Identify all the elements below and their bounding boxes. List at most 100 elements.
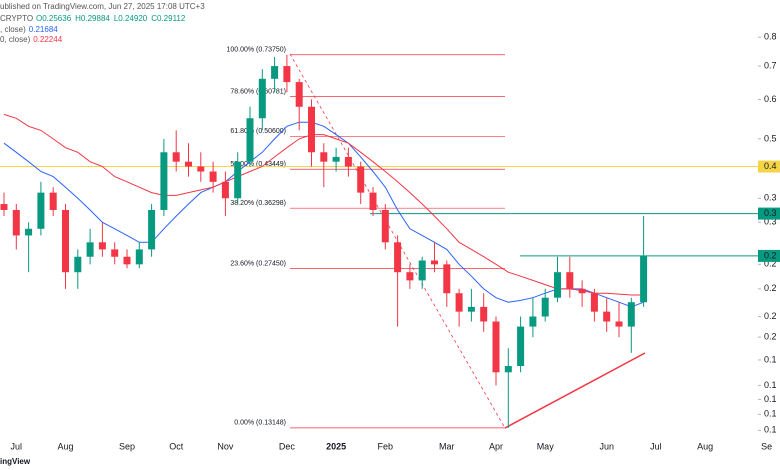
candle-body (74, 256, 82, 273)
price-label-box (758, 160, 780, 173)
y-tick-label: 0.2 (764, 259, 777, 269)
candle-body (258, 78, 266, 119)
x-tick-label: Jul (11, 441, 23, 451)
y-tick-label: 0.1 (764, 380, 777, 390)
candle-body (271, 66, 279, 79)
legend-value: 0.22244 (33, 35, 62, 44)
candle-body (344, 156, 352, 167)
candle-body (394, 242, 402, 273)
candle-body (381, 209, 389, 243)
y-tick-label: 0.3 (764, 193, 777, 203)
candle-body (578, 288, 586, 294)
x-tick-label: Oct (169, 441, 184, 451)
candle-body (467, 306, 475, 312)
price-label: 0.2 (764, 250, 777, 260)
ohlc-value: O0.25636 (36, 14, 72, 23)
candle-body (123, 256, 131, 265)
y-tick-label: 0.6 (764, 94, 777, 104)
candle-body (603, 311, 611, 322)
candle-body (566, 272, 574, 289)
candle-body (492, 321, 500, 373)
moving-average (3, 121, 644, 308)
symbol: CRYPTO (0, 14, 33, 23)
candle-body (86, 242, 94, 257)
ohlc-value: L0.24920 (114, 14, 148, 23)
y-tick-label: 0.2 (764, 332, 777, 342)
candle-body (406, 272, 414, 281)
candle-body (185, 161, 192, 167)
candle-body (529, 316, 537, 327)
candle-body (160, 152, 168, 210)
fib-label: 38.20% (0.36298) (230, 200, 286, 207)
candle-body (504, 366, 512, 373)
candle-body (49, 192, 57, 210)
candle-body (197, 166, 205, 172)
candle-body (135, 249, 143, 265)
price-label: 0.3 (764, 208, 777, 218)
footer-logo: ingView (0, 457, 31, 466)
candle-body (431, 260, 438, 265)
candle-body (12, 209, 20, 236)
x-tick-label: Aug (57, 441, 73, 451)
candle-body (295, 82, 303, 107)
x-tick-label: Aug (697, 441, 713, 451)
trend-line (504, 352, 646, 429)
candle-body (590, 293, 598, 312)
candle-body (640, 255, 648, 303)
ohlc-value: C0.29112 (151, 14, 186, 23)
candle-body (554, 272, 561, 298)
candle-body (246, 118, 254, 162)
fib-label: 0.00% (0.13148) (234, 420, 286, 427)
x-tick-label: May (537, 441, 555, 451)
y-tick-label: 0.8 (764, 32, 777, 42)
legend-entry: 0, close) 0.22244 (0, 35, 63, 44)
y-tick-label: 0.1 (764, 394, 777, 404)
candle-body (443, 264, 451, 294)
x-tick-label: Jul (650, 441, 662, 451)
candle-body (37, 192, 45, 229)
fib-label: 23.60% (0.27450) (230, 260, 286, 267)
candle-body (283, 66, 291, 83)
y-tick-label: 0.2 (764, 311, 777, 321)
x-tick-label: Dec (279, 441, 296, 451)
fib-label: 50.00% (0.43449) (230, 161, 286, 168)
candle-body (25, 228, 33, 236)
legend-name: 0, close) (0, 35, 31, 44)
y-tick-label: 0.2 (764, 283, 777, 293)
candle-body (98, 242, 106, 250)
candle-body (418, 260, 426, 281)
candle-body (308, 106, 315, 153)
x-tick-label: Jun (599, 441, 614, 451)
published-note: ublished on TradingView.com, Jun 27, 202… (0, 2, 205, 11)
ohlc-value: H0.29884 (75, 14, 110, 23)
x-tick-label: Mar (439, 441, 455, 451)
fib-label: 78.60% (0.60781) (230, 88, 286, 95)
candle-body (320, 152, 328, 162)
candle-body (209, 171, 217, 182)
legend-value: 0.21684 (29, 25, 58, 34)
y-tick-label: 0.7 (764, 60, 777, 70)
price-label-box (758, 207, 780, 220)
candle-body (332, 156, 340, 162)
candle-body (480, 306, 488, 322)
y-tick-label: 0.1 (764, 354, 777, 364)
candle-body (0, 204, 8, 210)
candle-body (357, 166, 365, 193)
x-tick-label: Se (761, 441, 772, 451)
x-tick-label: Feb (378, 441, 394, 451)
moving-average (3, 113, 644, 296)
x-tick-label: Apr (489, 441, 503, 451)
x-tick-label: 2025 (326, 441, 346, 451)
candle-body (62, 209, 69, 273)
x-tick-label: Nov (217, 441, 234, 451)
fib-label: 100.00% (0.73750) (226, 47, 286, 54)
x-tick-label: Sep (119, 441, 135, 451)
price-label: 0.4 (764, 161, 777, 171)
y-tick-label: 0.5 (764, 133, 777, 143)
ohlc-values: O0.25636 H0.29884 L0.24920 C0.29112 (36, 14, 186, 23)
candle-body (455, 293, 463, 312)
candle-body (234, 161, 242, 199)
legend-name: , close) (0, 25, 26, 34)
fib-label: 61.80% (0.50600) (230, 128, 286, 135)
